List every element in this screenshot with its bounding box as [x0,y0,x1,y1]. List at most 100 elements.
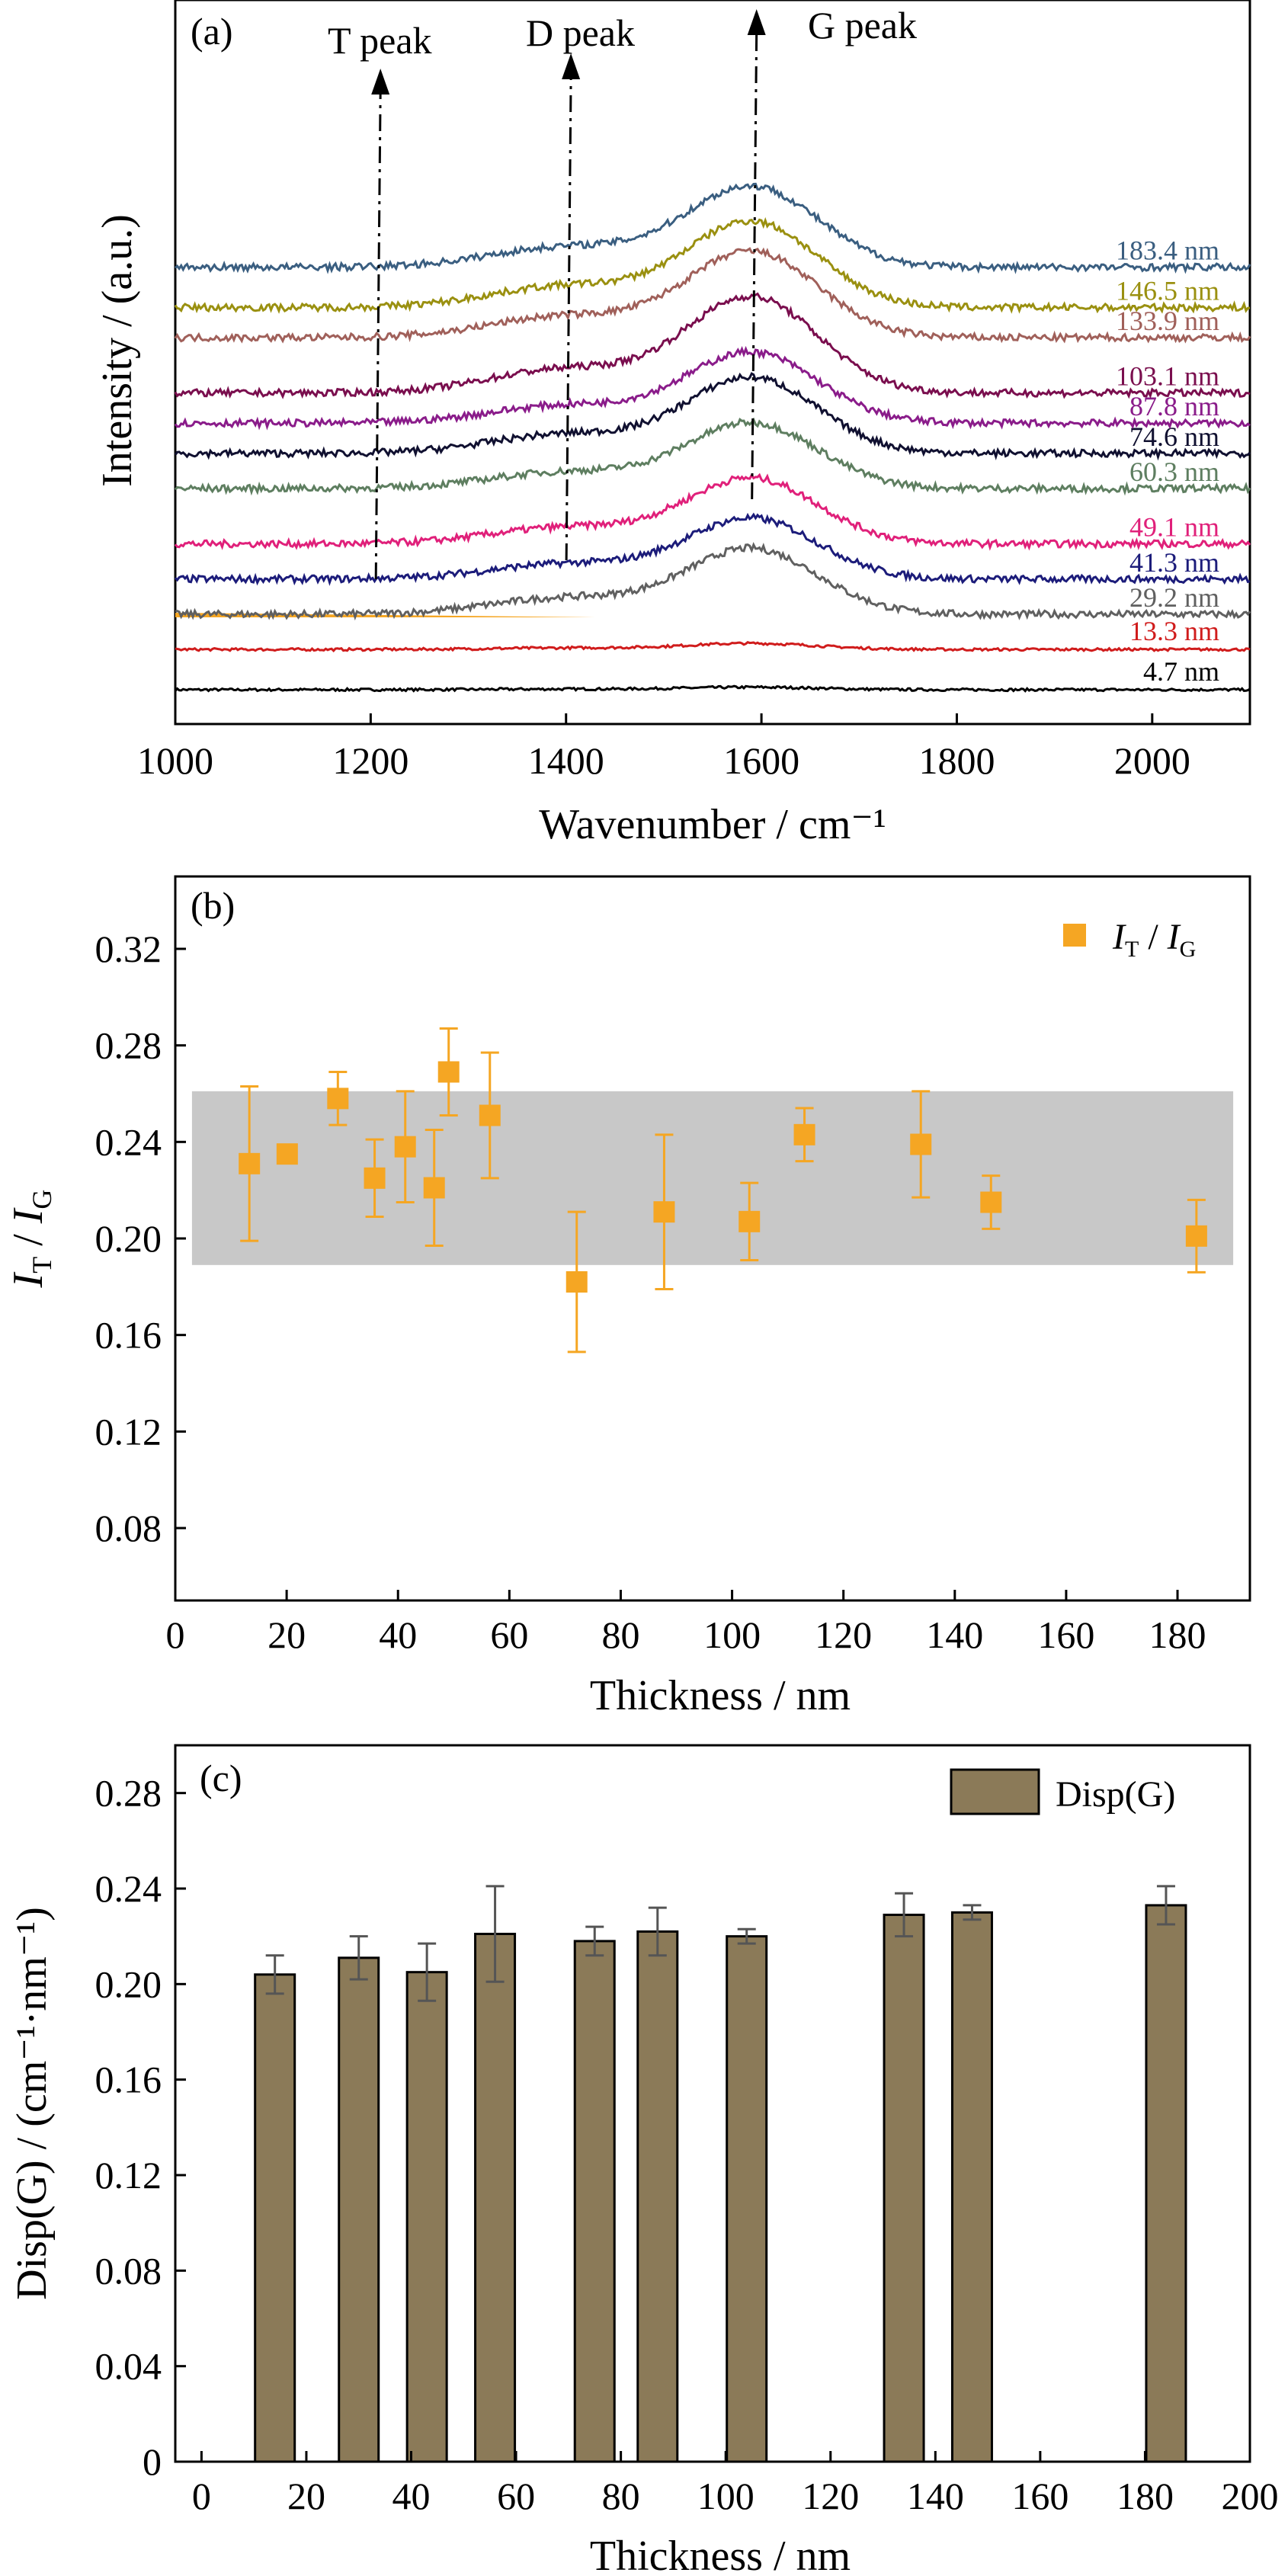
panel-a-x-axis-label: Wavenumber / cm⁻¹ [539,801,886,848]
spectrum-line [174,182,1251,274]
bar [950,1911,993,2463]
data-point [1185,1225,1207,1247]
spectrum-thickness-label: 183.4 nm [1116,235,1219,266]
panel-b-x-tick-label: 80 [601,1613,639,1656]
data-point [239,1152,261,1174]
bar [338,1956,380,2463]
panel-b-x-tick-label: 100 [703,1613,761,1656]
data-point [910,1133,932,1155]
panel-c-y-axis-label: Disp(G) / (cm⁻¹·nm⁻¹) [8,1907,56,2300]
panel-b-y-tick-label: 0.16 [95,1314,162,1357]
panel-c-y-tick-label: 0.08 [95,2249,162,2292]
t-peak-annotation: T peak [328,19,432,62]
panel-b-legend-marker [1063,924,1086,947]
panel-c-x-tick-label: 140 [907,2475,964,2517]
panel-c-plot [254,1885,1187,2463]
spectrum-line [174,684,1251,693]
spectrum-line [174,372,1251,461]
bar [474,1933,517,2463]
data-point [793,1123,815,1145]
panel-b-x-tick-label: 40 [379,1613,417,1656]
panel-c-frame [174,1744,1251,2463]
spectrum-thickness-label: 74.6 nm [1129,421,1219,452]
panel-b-x-tick-label: 160 [1037,1613,1094,1656]
panel-c-y-tick-label: 0.04 [95,2345,162,2388]
g-peak-guide-arrow [747,9,766,35]
panel-b-y-tick-label: 0.24 [95,1120,162,1163]
data-point [479,1104,501,1126]
panel-c-x-tick-label: 60 [497,2475,535,2517]
bar [405,1971,448,2463]
spectrum-thickness-label: 146.5 nm [1116,275,1219,306]
data-point [653,1201,675,1223]
panel-b-ticks: 0 20 40 60 80 100 120 140 160 180 0.08 0.12 0.16 0.20… [95,928,1206,1656]
spectrum-line [175,641,1251,652]
spectrum-line [174,292,1251,399]
bar [726,1935,768,2463]
panel-a-x-tick-label: 1400 [528,739,604,782]
orange-wedge-mark [175,613,596,617]
panel-b-y-tick-label: 0.20 [95,1217,162,1260]
panel-b-x-tick-label: 180 [1149,1613,1206,1656]
spectrum-thickness-label: 29.2 nm [1129,582,1219,613]
panel-b-x-axis-label: Thickness / nm [590,1672,851,1719]
d-peak-guide-arrow [562,53,581,79]
panel-c-x-tick-label: 160 [1011,2475,1069,2517]
spectrum-thickness-label: 49.1 nm [1129,512,1219,543]
data-point [364,1167,386,1189]
spectrum-thickness-label: 60.3 nm [1129,457,1219,487]
panel-a-label: (a) [191,10,233,53]
spectrum-line [174,345,1251,431]
bar [254,1973,296,2463]
t-peak-guide-arrow [371,69,390,95]
panel-b-x-tick-label: 0 [166,1613,185,1656]
panel-a-x-ticks: 1000 1200 1400 1600 1800 2000 [137,713,1190,782]
panel-c-x-tick-label: 0 [192,2475,211,2517]
panel-b-y-tick-label: 0.08 [95,1507,162,1549]
panel-c-x-tick-label: 180 [1117,2475,1174,2517]
panel-c-x-tick-label: 80 [602,2475,640,2517]
bar [883,1913,925,2463]
panel-c-y-tick-label: 0.16 [95,2059,162,2101]
panel-b-y-axis-label: IT / IG [5,1190,57,1289]
panel-b-plot [191,1027,1234,1354]
panel-a-x-tick-label: 1000 [137,739,213,782]
panel-c-label: (c) [200,1757,242,1799]
data-point [739,1210,761,1232]
panel-b-label: (b) [191,884,235,927]
panel-c-x-tick-label: 40 [392,2475,431,2517]
panel-b-x-tick-label: 20 [268,1613,306,1656]
panel-c-x-tick-label: 100 [697,2475,755,2517]
panel-c-x-tick-label: 120 [802,2475,859,2517]
panel-b-y-tick-label: 0.32 [95,928,162,970]
d-peak-guide [565,75,572,561]
data-point [980,1191,1002,1213]
bar [1145,1904,1187,2463]
ratio-band [191,1091,1234,1265]
panel-b-legend: IT / IG [1112,917,1196,962]
spectrum-line [174,512,1251,586]
data-point [566,1271,588,1293]
spectrum-thickness-label: 103.1 nm [1116,361,1219,392]
panel-c-x-tick-label: 200 [1222,2475,1279,2517]
panel-a-y-axis-label: Intensity / (a.u.) [94,214,141,487]
panel-c-x-axis-label: Thickness / nm [590,2533,851,2576]
panel-c-y-tick-label: 0.12 [95,2154,162,2196]
spectrum-line [174,417,1251,496]
bar [636,1930,679,2463]
spectrum-thickness-label: 4.7 nm [1143,656,1219,687]
panel-c-legend: Disp(G) [1056,1774,1175,1815]
panel-c-y-tick-label: 0.28 [95,1772,162,1815]
panel-c-legend-swatch [950,1768,1040,1815]
panel-c-y-tick-label: 0.24 [95,1867,162,1910]
spectrum-thickness-label: 41.3 nm [1129,547,1219,578]
panel-b-y-tick-label: 0.12 [95,1410,162,1453]
panel-a-x-tick-label: 2000 [1114,739,1190,782]
spectrum-line [175,542,1251,621]
panel-b-x-tick-label: 140 [926,1613,983,1656]
panel-b-y-tick-label: 0.28 [95,1024,162,1067]
data-point [276,1143,298,1165]
spectrum-line [174,473,1251,551]
